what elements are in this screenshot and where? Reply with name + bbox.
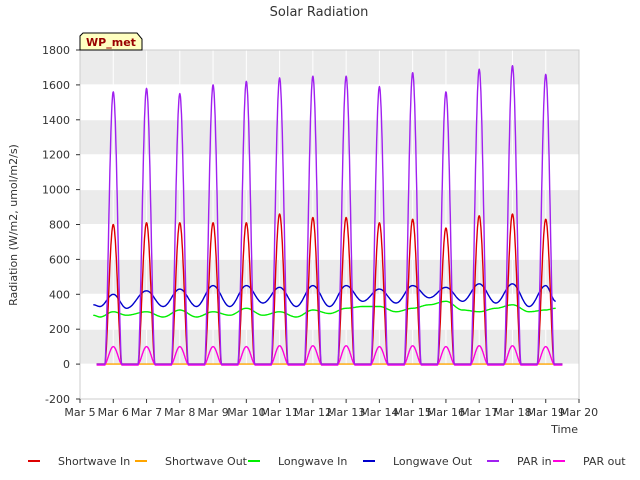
- y-tick-label: 800: [49, 219, 70, 232]
- x-tick-label: Mar 13: [327, 406, 365, 419]
- x-tick-label: Mar 18: [493, 406, 531, 419]
- x-tick-label: Mar 16: [427, 406, 465, 419]
- series-layer: [92, 65, 563, 366]
- x-axis-label: Time: [550, 423, 578, 436]
- x-tick-label: Mar 11: [260, 406, 298, 419]
- series-line-par-in: [96, 65, 563, 365]
- series-line-longwave-out: [92, 283, 556, 309]
- x-tick-label: Mar 20: [560, 406, 598, 419]
- legend-label-shortwave-out: Shortwave Out: [165, 455, 248, 468]
- legend-label-shortwave-in: Shortwave In: [58, 455, 130, 468]
- y-axis-ticks: -200 0 200 400 600 800 1000 1200 1400 1600 1800: [42, 44, 80, 406]
- y-tick-label: 1400: [42, 114, 70, 127]
- chart-title: Solar Radiation: [270, 5, 369, 20]
- y-tick-label: 600: [49, 253, 70, 266]
- plot-band: [80, 329, 579, 365]
- x-tick-label: Mar 14: [360, 406, 398, 419]
- y-tick-label: 1600: [42, 79, 70, 92]
- y-tick-label: 1000: [42, 184, 70, 197]
- legend: Shortwave In Shortwave Out Longwave In Long…: [28, 455, 626, 468]
- y-tick-label: 0: [63, 358, 70, 371]
- plot-band: [80, 119, 579, 155]
- plot-band: [80, 259, 579, 295]
- plot-band: [80, 50, 579, 85]
- x-tick-label: Mar 17: [460, 406, 498, 419]
- y-tick-label: 200: [49, 323, 70, 336]
- x-tick-label: Mar 7: [131, 406, 162, 419]
- series-line-par-out: [96, 345, 563, 366]
- y-tick-label: 400: [49, 288, 70, 301]
- x-tick-label: Mar 5: [64, 406, 95, 419]
- x-tick-label: Mar 8: [164, 406, 195, 419]
- x-tick-label: Mar 15: [394, 406, 432, 419]
- y-tick-label: -200: [45, 393, 70, 406]
- y-tick-label: 1200: [42, 149, 70, 162]
- plot-band: [80, 189, 579, 225]
- legend-label-longwave-in: Longwave In: [278, 455, 347, 468]
- station-badge: WP_met: [79, 32, 143, 51]
- x-tick-label: Mar 19: [527, 406, 565, 419]
- legend-label-par-in: PAR in: [517, 455, 552, 468]
- station-badge-label: WP_met: [86, 36, 136, 49]
- legend-label-par-out: PAR out: [583, 455, 626, 468]
- x-tick-label: Mar 10: [227, 406, 265, 419]
- x-tick-label: Mar 12: [294, 406, 332, 419]
- x-tick-label: Mar 9: [197, 406, 228, 419]
- y-axis-label: Radiation (W/m2, umol/m2/s): [7, 144, 20, 306]
- series-line-longwave-in: [92, 300, 556, 318]
- legend-label-longwave-out: Longwave Out: [393, 455, 473, 468]
- x-tick-label: Mar 6: [98, 406, 129, 419]
- y-tick-label: 1800: [42, 44, 70, 57]
